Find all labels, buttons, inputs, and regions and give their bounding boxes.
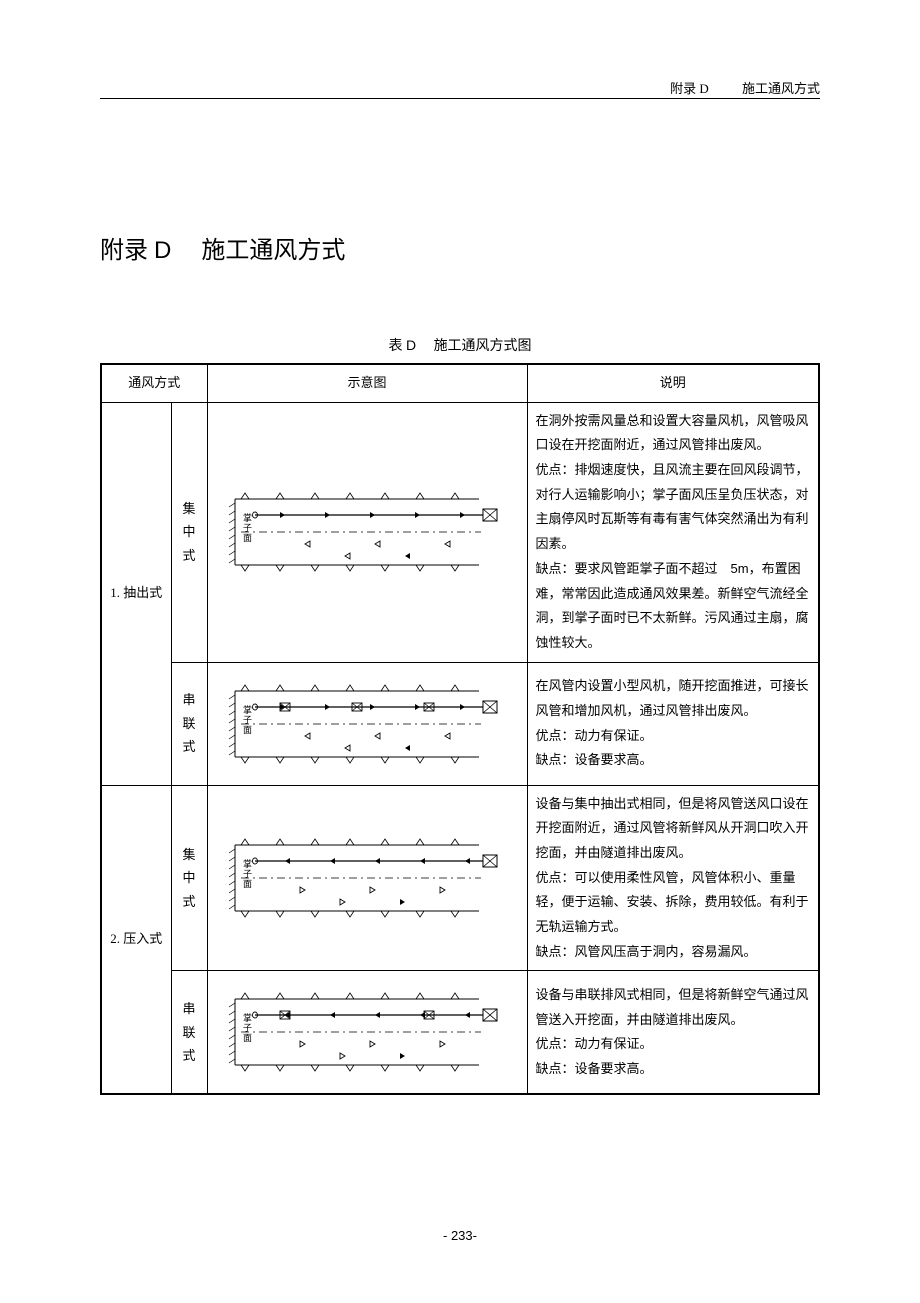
svg-text:掌: 掌 <box>243 859 252 869</box>
th-desc: 说明 <box>527 364 819 402</box>
svg-text:子: 子 <box>243 1023 252 1033</box>
diagram-cell: 掌子面 <box>207 785 527 971</box>
tunnel-diagram: 掌子面 <box>216 679 519 769</box>
subtype-cell: 串联式 <box>171 662 207 785</box>
page-title: 附录 D 施工通风方式 <box>100 230 820 265</box>
svg-text:掌: 掌 <box>243 1013 252 1023</box>
method-cell: 2. 压入式 <box>101 785 171 1094</box>
diagram-cell: 掌子面 <box>207 662 527 785</box>
description-cell: 在洞外按需风量总和设置大容量风机，风管吸风口设在开挖面附近，通过风管排出废风。优… <box>527 402 819 662</box>
tunnel-diagram: 掌子面 <box>216 833 519 923</box>
description-cell: 在风管内设置小型风机，随开挖面推进，可接长风管和增加风机，通过风管排出废风。优点… <box>527 662 819 785</box>
table-header-row: 通风方式 示意图 说明 <box>101 364 819 402</box>
svg-text:面: 面 <box>243 879 252 889</box>
subtype-cell: 集中式 <box>171 785 207 971</box>
table-row: 串联式掌子面设备与串联排风式相同，但是将新鲜空气通过风管送入开挖面，并由隧道排出… <box>101 971 819 1095</box>
running-head-appendix: 附录 D <box>670 81 709 96</box>
svg-text:子: 子 <box>243 523 252 533</box>
description-cell: 设备与串联排风式相同，但是将新鲜空气通过风管送入开挖面，并由隧道排出废风。优点：… <box>527 971 819 1095</box>
running-head: 附录 D 施工通风方式 <box>670 78 820 97</box>
diagram-cell: 掌子面 <box>207 402 527 662</box>
table-row: 串联式掌子面在风管内设置小型风机，随开挖面推进，可接长风管和增加风机，通过风管排… <box>101 662 819 785</box>
diagram-cell: 掌子面 <box>207 971 527 1095</box>
subtype-cell: 集中式 <box>171 402 207 662</box>
subtype-cell: 串联式 <box>171 971 207 1095</box>
tunnel-diagram: 掌子面 <box>216 487 519 577</box>
table-caption: 表 D 施工通风方式图 <box>100 335 820 355</box>
tunnel-diagram: 掌子面 <box>216 987 519 1077</box>
svg-text:面: 面 <box>243 533 252 543</box>
svg-text:子: 子 <box>243 715 252 725</box>
method-cell: 1. 抽出式 <box>101 402 171 785</box>
svg-text:掌: 掌 <box>243 705 252 715</box>
table-row: 2. 压入式集中式掌子面设备与集中抽出式相同，但是将风管送风口设在开挖面附近，通… <box>101 785 819 971</box>
description-cell: 设备与集中抽出式相同，但是将风管送风口设在开挖面附近，通过风管将新鲜风从开洞口吹… <box>527 785 819 971</box>
running-head-title: 施工通风方式 <box>742 81 820 96</box>
svg-text:掌: 掌 <box>243 513 252 523</box>
th-diagram: 示意图 <box>207 364 527 402</box>
svg-text:面: 面 <box>243 725 252 735</box>
page-number: - 233- <box>0 1228 920 1243</box>
th-method: 通风方式 <box>101 364 207 402</box>
header-rule <box>100 98 820 99</box>
table-row: 1. 抽出式集中式掌子面在洞外按需风量总和设置大容量风机，风管吸风口设在开挖面附… <box>101 402 819 662</box>
svg-text:面: 面 <box>243 1033 252 1043</box>
svg-text:子: 子 <box>243 869 252 879</box>
ventilation-table: 通风方式 示意图 说明 1. 抽出式集中式掌子面在洞外按需风量总和设置大容量风机… <box>100 363 820 1095</box>
